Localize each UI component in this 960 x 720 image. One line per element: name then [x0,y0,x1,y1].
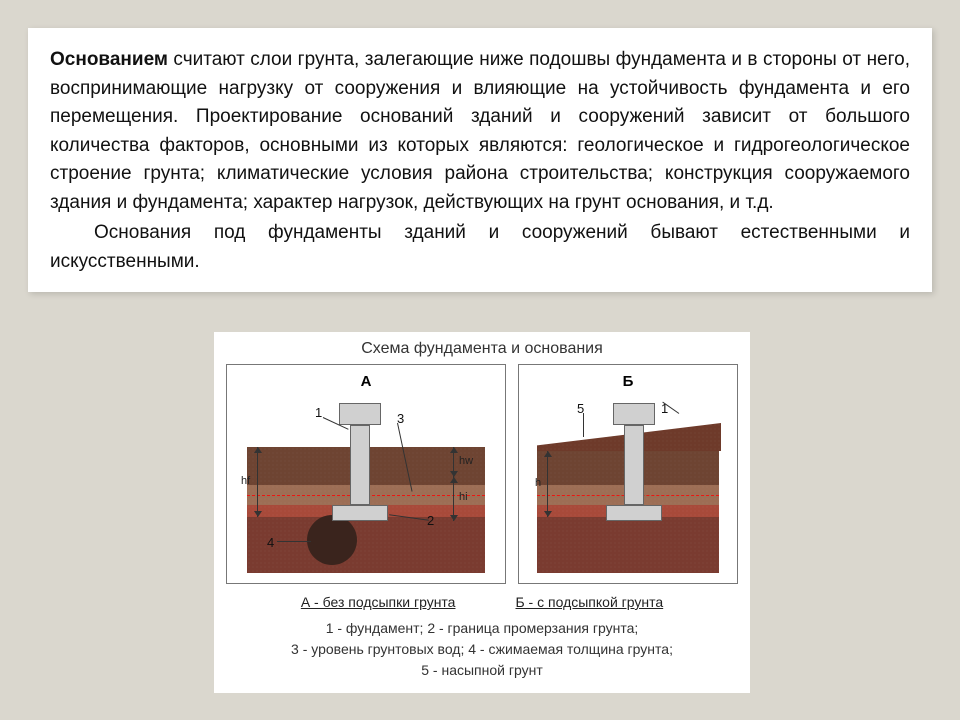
callout-5-line [583,413,584,437]
panel-b: Б 5 1 h [518,364,738,584]
paragraph-1: Основанием считают слои грунта, залегающ… [50,46,910,217]
dim-hf [257,447,258,517]
legend-line-1: 1 - фундамент; 2 - граница промерзания г… [222,618,742,639]
soil-layer-bot [247,517,485,573]
legend: 1 - фундамент; 2 - граница промерзания г… [222,618,742,681]
dim-h [547,451,548,517]
dim-h-label: h [535,477,541,489]
callout-1: 1 [315,405,322,420]
foundation-cap [339,403,381,425]
panel-a-letter: А [361,373,372,390]
legend-line-2: 3 - уровень грунтовых вод; 4 - сжимаемая… [222,639,742,660]
panel-a: А 1 3 2 4 hf hw [226,364,506,584]
foundation-base [332,505,388,521]
foundation-base-b [606,505,662,521]
panel-b-letter: Б [623,373,634,390]
caption-row: А - без подсыпки грунта Б - с подсыпкой … [222,594,742,610]
dim-hi [453,477,454,521]
dim-hf-label: hf [241,475,250,487]
diagram-card: Схема фундамента и основания А 1 3 2 [214,332,750,693]
paragraph-2: Основания под фундаменты зданий и сооруж… [50,219,910,276]
legend-line-3: 5 - насыпной грунт [222,660,742,681]
hole-circle [307,515,357,565]
callout-4: 4 [267,535,274,550]
callout-4-line [277,541,311,542]
foundation-cap-b [613,403,655,425]
diagram-title: Схема фундамента и основания [222,340,742,358]
foundation-stem [350,425,370,505]
term-bold: Основанием [50,49,168,70]
definition-card: Основанием считают слои грунта, залегающ… [28,28,932,292]
caption-b: Б - с подсыпкой грунта [515,594,663,610]
caption-a: А - без подсыпки грунта [301,594,456,610]
dim-hw-label: hw [459,455,473,467]
soil-layer-bot-b [537,517,719,573]
para1-rest: считают слои грунта, залегающие ниже под… [50,49,910,213]
dim-hi-label: hi [459,491,468,503]
diagram-panels: А 1 3 2 4 hf hw [222,364,742,584]
foundation-stem-b [624,425,644,505]
dim-hw [453,447,454,477]
